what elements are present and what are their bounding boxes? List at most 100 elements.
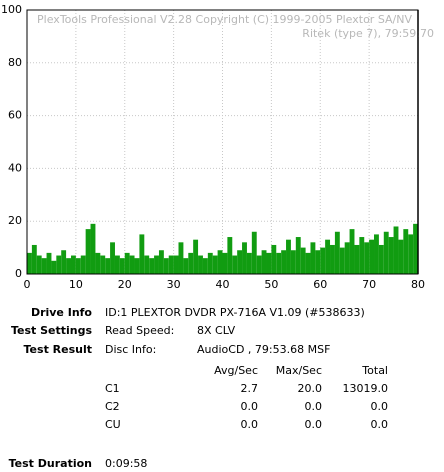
x-tick-label: 40 <box>216 278 230 291</box>
bar <box>266 252 272 274</box>
table-cell: 0.0 <box>371 418 389 431</box>
value: AudioCD , 79:53.68 MSF <box>197 343 330 356</box>
bar <box>222 252 228 274</box>
y-tick-label: 20 <box>8 214 22 227</box>
bar <box>158 250 164 274</box>
y-tick-label: 0 <box>15 267 22 280</box>
value: 0:09:58 <box>105 457 147 470</box>
bar <box>51 260 57 274</box>
label: Test Result <box>24 343 92 356</box>
bar <box>61 250 67 274</box>
y-tick-label: 40 <box>8 161 22 174</box>
disc-label: Ritek (type 7), 79:59:70 <box>302 27 434 40</box>
bar <box>237 250 243 274</box>
value: ID:1 PLEXTOR DVDR PX-716A V1.09 (#538633… <box>105 306 365 319</box>
bar <box>295 237 301 274</box>
x-tick-label: 30 <box>167 278 181 291</box>
table-cell: 0.0 <box>371 400 389 413</box>
label: Test Settings <box>11 324 93 337</box>
row-label: CU <box>105 418 121 431</box>
bar <box>300 247 306 274</box>
bar <box>246 252 252 274</box>
bar <box>27 252 32 274</box>
bar <box>232 255 238 274</box>
bar <box>183 258 189 274</box>
bar <box>369 239 375 274</box>
bar <box>46 252 52 274</box>
bar <box>374 234 379 274</box>
bar <box>144 255 150 274</box>
bar <box>66 258 71 274</box>
table-cell: 20.0 <box>298 382 323 395</box>
bar <box>168 255 174 274</box>
bar <box>290 250 296 274</box>
bar <box>378 244 384 274</box>
bar <box>163 258 169 274</box>
bar <box>281 250 287 274</box>
y-tick-label: 100 <box>1 3 22 16</box>
bar <box>134 258 140 274</box>
bar <box>202 258 208 274</box>
bar <box>330 244 335 274</box>
bar <box>173 255 179 274</box>
bar <box>393 226 399 274</box>
bar <box>334 231 340 274</box>
bar <box>41 258 47 274</box>
bar <box>271 244 277 274</box>
bar <box>75 258 81 274</box>
x-tick-label: 10 <box>69 278 83 291</box>
x-tick-label: 70 <box>362 278 376 291</box>
label: Drive Info <box>31 306 92 319</box>
bar <box>198 255 203 274</box>
bar <box>383 231 389 274</box>
table-header: Max/Sec <box>276 364 322 377</box>
table-header: Avg/Sec <box>214 364 258 377</box>
bar <box>359 237 365 274</box>
bar <box>36 255 42 274</box>
bar <box>261 250 267 274</box>
bar <box>193 239 199 274</box>
bar <box>90 223 96 274</box>
y-tick-label: 60 <box>8 109 22 122</box>
bar <box>56 255 62 274</box>
bar <box>227 237 233 274</box>
report: Drive Info ID:1 PLEXTOR DVDR PX-716A V1.… <box>9 306 365 470</box>
bar <box>320 247 326 274</box>
x-tick-label: 80 <box>411 278 425 291</box>
bar <box>124 252 130 274</box>
bar <box>339 247 345 274</box>
x-tick-label: 60 <box>313 278 327 291</box>
y-tick-label: 80 <box>8 56 22 69</box>
bar <box>188 252 194 274</box>
plot-frame <box>26 9 419 275</box>
bar <box>256 255 262 274</box>
bar <box>149 258 155 274</box>
bar <box>105 258 111 274</box>
x-tick-label: 50 <box>264 278 278 291</box>
bar <box>100 255 106 274</box>
bar <box>403 229 409 274</box>
watermark: PlexTools Professional V2.28 Copyright (… <box>37 13 412 26</box>
table-cell: 0.0 <box>305 400 323 413</box>
bar <box>95 252 101 274</box>
bar <box>139 234 145 274</box>
bar <box>217 250 223 274</box>
bar <box>207 252 213 274</box>
bar <box>31 244 37 274</box>
table-cell: 0.0 <box>305 418 323 431</box>
value: 8X CLV <box>197 324 236 337</box>
bar <box>242 242 247 274</box>
bar <box>85 229 91 274</box>
key: Disc Info: <box>105 343 156 356</box>
table-header: Total <box>361 364 388 377</box>
bar <box>129 255 135 274</box>
bar <box>354 244 360 274</box>
table-cell: 0.0 <box>241 400 259 413</box>
bar <box>388 237 394 274</box>
label: Test Duration <box>9 457 92 470</box>
x-tick-label: 0 <box>24 278 31 291</box>
bar <box>80 255 86 274</box>
bar <box>305 252 311 274</box>
